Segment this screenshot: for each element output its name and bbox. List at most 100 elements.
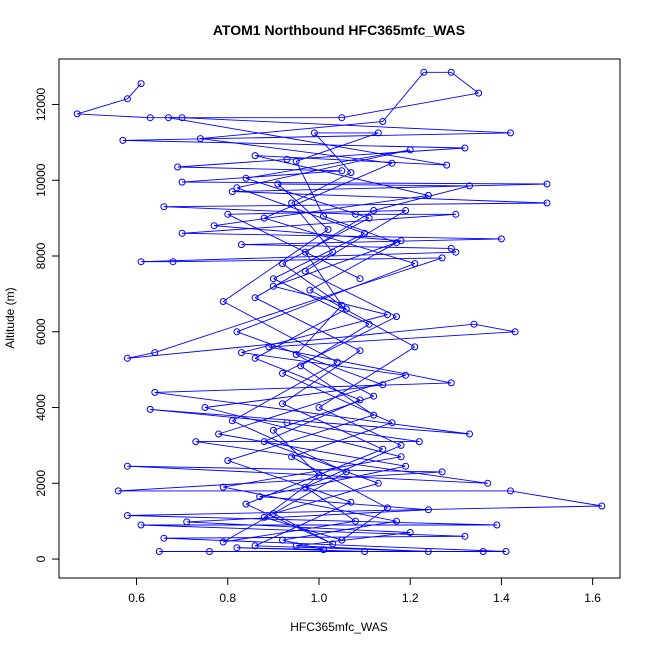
series-segment — [122, 132, 511, 141]
x-tick-label: 1.2 — [402, 591, 419, 605]
plot-frame — [58, 58, 621, 579]
data-point — [329, 248, 337, 256]
data-point — [424, 506, 432, 514]
data-point — [233, 328, 241, 336]
data-point — [507, 487, 514, 495]
series-segment — [309, 242, 397, 291]
data-point — [315, 472, 323, 480]
data-point — [420, 68, 428, 76]
series-segment — [273, 395, 374, 431]
data-point — [356, 396, 364, 404]
data-point — [233, 184, 241, 192]
series-segment — [163, 537, 507, 552]
data-point — [219, 298, 227, 305]
series-segment — [295, 354, 374, 397]
y-tick-label: 10000 — [34, 163, 48, 197]
data-point — [365, 214, 373, 222]
series-segment — [127, 505, 602, 516]
y-tick-label: 2000 — [34, 470, 48, 497]
series-segment — [223, 486, 397, 522]
series-segment — [204, 407, 402, 458]
series-segment — [291, 456, 388, 509]
series-segment — [473, 323, 516, 333]
data-point — [324, 226, 332, 233]
data-point — [352, 517, 359, 525]
series-segment — [150, 408, 288, 424]
series-segment — [77, 98, 128, 115]
series-segment — [223, 520, 356, 543]
x-tick-label: 0.8 — [219, 591, 236, 605]
series-segment — [254, 308, 347, 359]
data-point — [160, 534, 168, 542]
data-point — [146, 114, 154, 122]
data-point — [119, 136, 127, 144]
data-point — [352, 210, 359, 218]
y-axis: 0 2000 4000 6000 8000 10000 12000 — [34, 87, 60, 562]
data-point — [443, 161, 451, 169]
series-segment — [264, 162, 393, 219]
data-point — [260, 513, 268, 521]
data-point — [393, 239, 400, 247]
series-segment — [245, 149, 411, 179]
series-segment — [154, 257, 443, 354]
series-segment — [450, 71, 479, 94]
data-point — [320, 546, 327, 554]
series-segment — [236, 149, 411, 189]
series-segment — [186, 509, 429, 523]
data-point — [215, 430, 223, 438]
data-point — [470, 320, 478, 328]
data-point — [361, 229, 369, 237]
series-segment — [122, 139, 465, 149]
series-segment — [200, 121, 383, 140]
data-point — [178, 178, 186, 186]
data-point — [397, 441, 405, 449]
series-segment — [341, 507, 388, 541]
data-point — [288, 199, 296, 207]
series-segment — [273, 429, 320, 477]
data-point — [283, 419, 291, 427]
data-point — [178, 229, 186, 237]
data-point — [461, 144, 469, 152]
series-segment — [264, 441, 379, 484]
series-segment — [227, 213, 361, 280]
series-segment — [341, 92, 479, 119]
data-point — [342, 305, 350, 313]
y-tick-label: 6000 — [34, 318, 48, 345]
data-point — [475, 89, 483, 97]
data-point — [269, 426, 277, 434]
series-segment — [282, 217, 370, 264]
series-segment — [382, 72, 425, 122]
data-point — [402, 207, 410, 214]
data-point — [374, 129, 382, 137]
data-point — [342, 468, 350, 476]
series-segment — [227, 414, 374, 462]
data-point — [406, 529, 414, 536]
data-point — [329, 540, 337, 548]
series-segment — [291, 172, 352, 204]
data-point — [402, 371, 410, 379]
x-tick-label: 1.0 — [311, 591, 328, 605]
series-segment — [236, 263, 415, 333]
data-point — [123, 95, 131, 103]
data-point — [388, 419, 396, 427]
x-axis-label: HFC365mfc_WAS — [290, 620, 388, 634]
series-segment — [255, 545, 429, 552]
series-segment — [286, 422, 420, 443]
data-point — [251, 354, 259, 362]
y-axis-label: Altitude (m) — [3, 287, 17, 348]
series-segment — [282, 263, 347, 310]
series-segment — [264, 399, 361, 443]
series-segment — [222, 301, 338, 363]
data-point — [265, 343, 273, 351]
x-tick-label: 1.4 — [493, 591, 510, 605]
series-segment — [163, 206, 356, 215]
data-point — [447, 379, 455, 387]
series-segment — [268, 346, 452, 384]
data-point — [347, 498, 355, 506]
series-segment — [273, 285, 388, 316]
data-point — [365, 320, 373, 328]
series-segment — [127, 323, 475, 359]
series-segment — [277, 183, 329, 230]
series-segment — [291, 422, 393, 458]
data-point — [269, 275, 277, 283]
